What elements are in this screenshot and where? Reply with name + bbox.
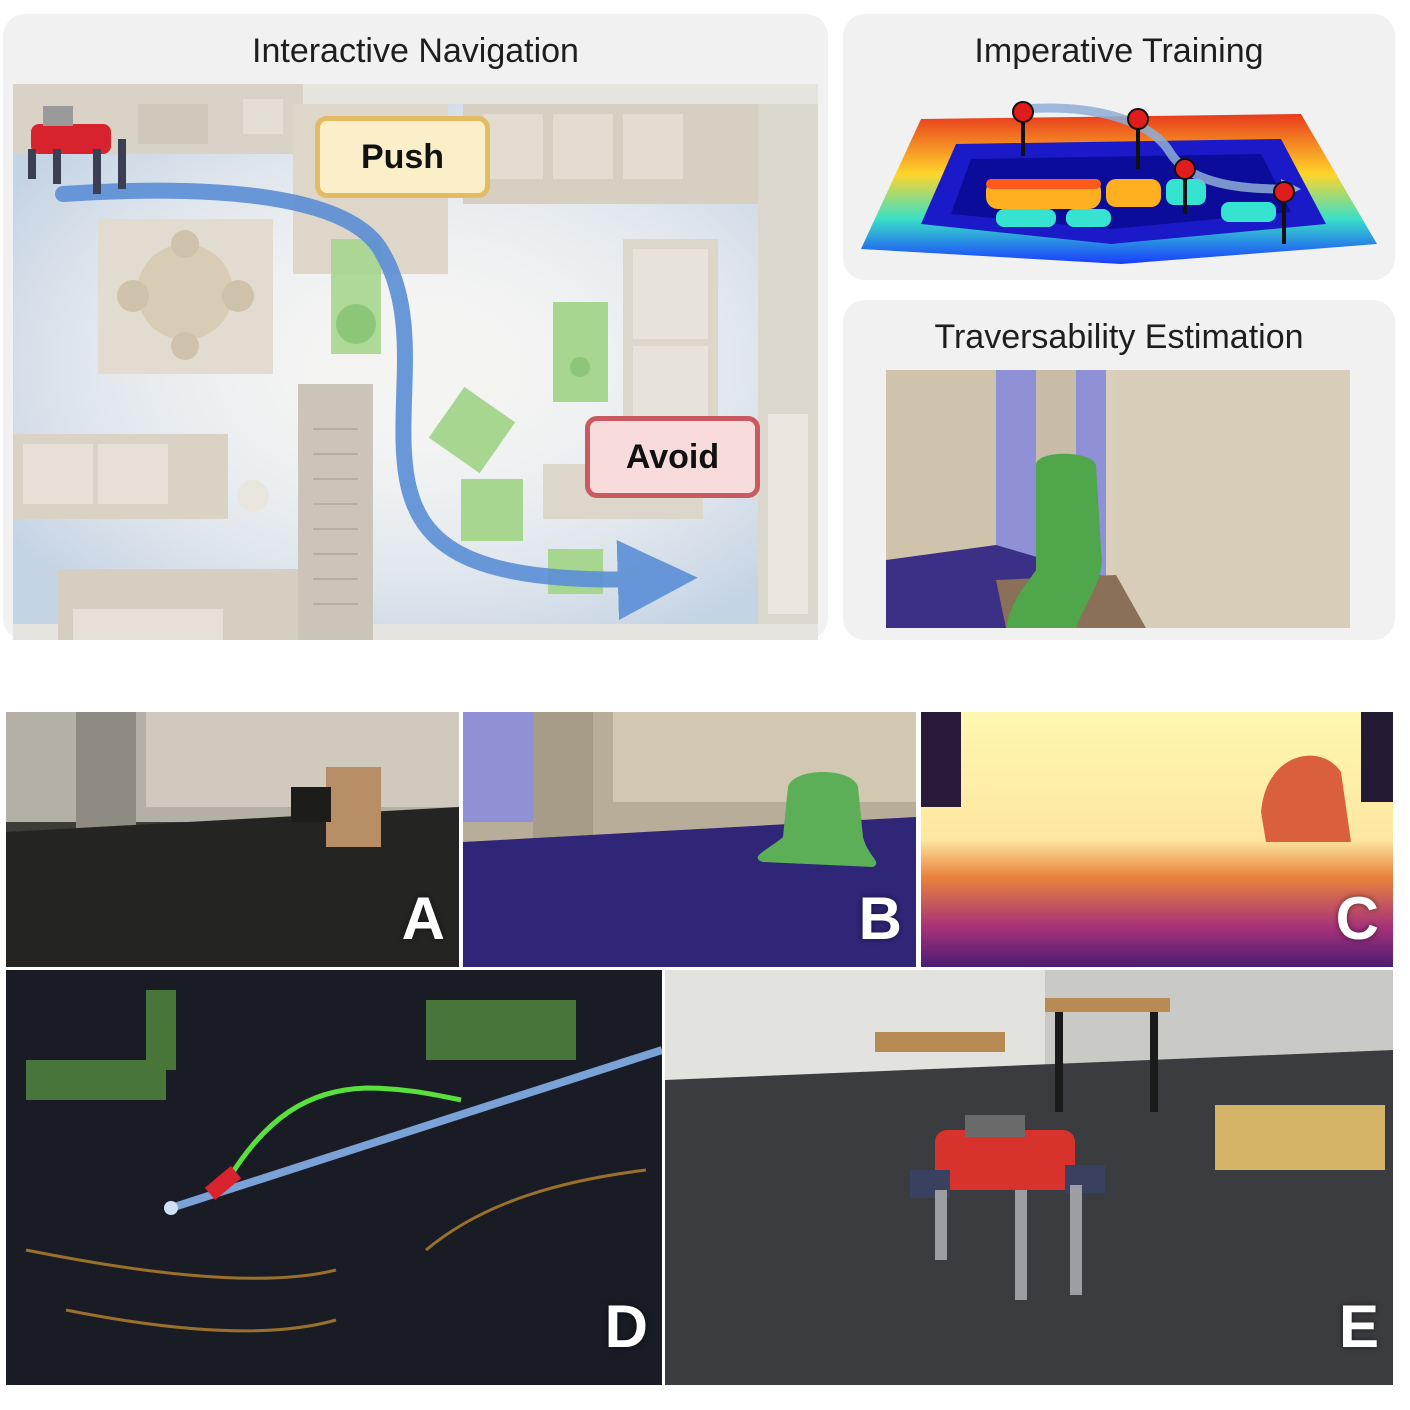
- tile-d-pointcloud: D: [6, 970, 662, 1385]
- path-arrow-icon: [55, 182, 698, 621]
- interactive-navigation-title: Interactive Navigation: [252, 32, 579, 70]
- traversability-estimation-panel: Traversability Estimation: [843, 300, 1395, 640]
- imperative-training-title: Imperative Training: [974, 32, 1264, 70]
- tile-a-camera: A: [6, 712, 459, 967]
- traversability-estimation-title: Traversability Estimation: [934, 318, 1304, 356]
- tile-a-label: A: [401, 885, 445, 952]
- tile-e-robot-photo: E: [665, 970, 1393, 1385]
- tile-b-label: B: [858, 885, 902, 952]
- interactive-navigation-panel: Interactive Navigation: [3, 14, 828, 640]
- cost-map-surface: [861, 84, 1377, 269]
- robot-icon: [28, 106, 126, 194]
- imperative-training-panel: Imperative Training: [843, 14, 1395, 280]
- robot-icon: [910, 1115, 1105, 1300]
- tile-c-depth: C: [921, 712, 1393, 967]
- waypoint-pin-icon: [1012, 101, 1295, 244]
- tile-c-label: C: [1335, 885, 1379, 952]
- avoid-tag: Avoid: [585, 416, 760, 498]
- tile-b-segmentation: B: [463, 712, 916, 967]
- push-tag: Push: [315, 116, 490, 198]
- robot-icon: [204, 1165, 242, 1201]
- tile-e-label: E: [1338, 1293, 1379, 1360]
- traversability-render: [886, 370, 1350, 628]
- tile-d-label: D: [604, 1293, 648, 1360]
